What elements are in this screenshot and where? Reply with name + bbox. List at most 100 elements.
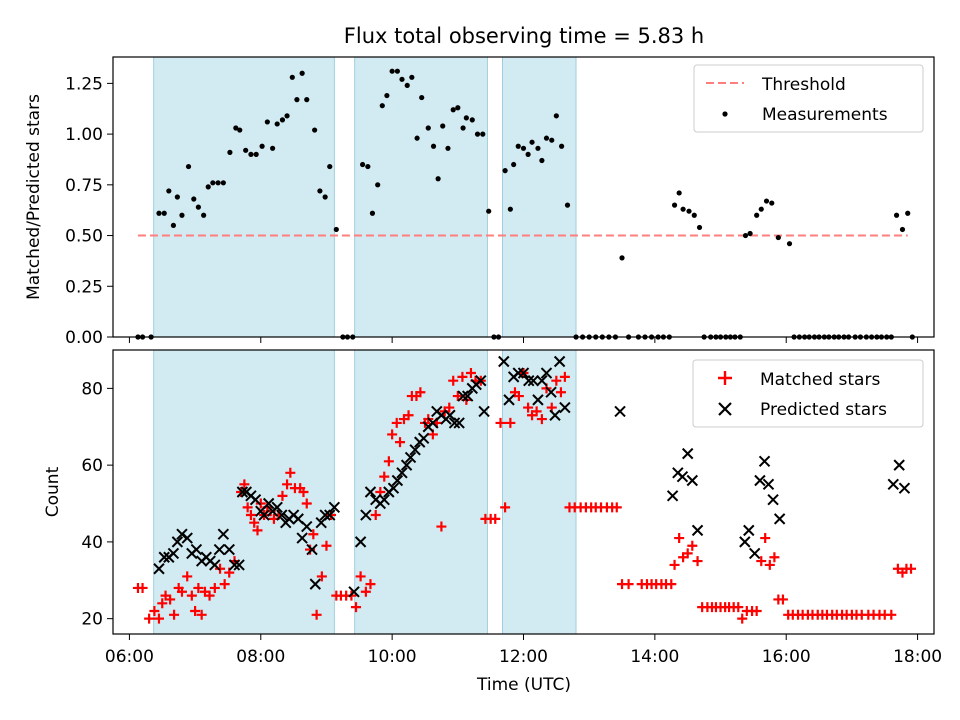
measurement-point (215, 180, 221, 186)
predicted-star-point (762, 478, 775, 491)
predicted-star-point (258, 509, 270, 521)
measurement-point (365, 163, 371, 170)
predicted-star-point (296, 532, 308, 544)
top-legend-box (693, 64, 924, 133)
matched-star-point (370, 510, 381, 521)
matched-star-point (298, 487, 309, 497)
predicted-star-point (396, 467, 408, 479)
measurement-point (233, 125, 239, 131)
measurement-point (201, 212, 207, 218)
legend-measurements-label: Measurements (762, 105, 888, 125)
measurement-point (435, 176, 441, 182)
predicted-star-point (743, 524, 755, 537)
matched-star-point (196, 609, 207, 620)
matched-star-point (242, 502, 253, 513)
matched-star-point (674, 533, 685, 544)
matched-star-point (682, 548, 693, 559)
predicted-star-point (354, 536, 367, 548)
matched-star-point (737, 613, 748, 624)
matched-star-point (760, 533, 771, 544)
predicted-star-point (681, 447, 694, 460)
matched-star-point (144, 613, 155, 624)
ratio-panel: 0.00 0.25 0.50 0.75 1.00 1.25 Matched/Predict… (24, 56, 935, 348)
y-tick-label: 60 (81, 456, 103, 476)
measurement-point (379, 103, 385, 109)
measurement-point (170, 222, 177, 229)
matched-star-point (457, 371, 468, 382)
predicted-star-point (153, 563, 165, 575)
matched-star-point (282, 479, 293, 490)
predicted-star-point (545, 386, 557, 398)
predicted-star-point (461, 390, 474, 402)
matched-star-point (733, 602, 744, 613)
predicted-star-point (536, 374, 548, 387)
measurement-point (359, 161, 366, 168)
legend-matched-label: Matched stars (760, 370, 880, 390)
measurement-point (535, 145, 541, 151)
predicted-star-point (404, 451, 417, 464)
measurement-point (227, 149, 233, 155)
predicted-star-point (306, 543, 318, 556)
measurement-point (166, 188, 172, 194)
matched-star-point (555, 387, 566, 398)
measurement-point (430, 143, 437, 149)
matched-star-point (387, 429, 398, 440)
matched-star-point (355, 571, 366, 582)
measurement-point (317, 188, 323, 194)
matched-star-point (311, 609, 322, 620)
bottom-y-axis-label: Count (43, 466, 63, 517)
predicted-star-point (527, 374, 540, 387)
matched-star-point (308, 529, 319, 540)
predicted-star-point (444, 409, 456, 421)
predicted-star-point (503, 394, 515, 406)
matched-star-point (536, 414, 547, 425)
predicted-star-point (360, 509, 372, 521)
predicted-star-point (236, 486, 249, 498)
bottom-x-ticks: 06:00 08:00 10:00 12:00 14:00 16:00 18:00 (105, 634, 942, 667)
x-tick-label: 10:00 (368, 647, 417, 667)
matched-star-point (448, 375, 459, 386)
matched-star-point (490, 513, 501, 524)
y-tick-label: 1.00 (65, 125, 103, 145)
measurement-point (394, 68, 400, 74)
y-tick-label: 20 (81, 610, 103, 630)
matched-star-point (169, 609, 180, 620)
measurement-point (515, 143, 521, 149)
x-tick-label: 08:00 (236, 647, 285, 667)
measurement-point (220, 180, 226, 186)
predicted-star-point (262, 497, 275, 510)
matched-star-point (301, 498, 312, 509)
matched-star-point (465, 368, 476, 379)
y-tick-label: 0.75 (65, 176, 103, 196)
matched-star-point (415, 387, 426, 398)
matched-star-point (186, 590, 197, 601)
measurement-point (185, 163, 192, 170)
measurement-point (758, 206, 764, 212)
measurement-point (440, 123, 446, 129)
matched-star-point (391, 417, 402, 428)
measurement-point (253, 151, 259, 157)
matched-star-point (215, 563, 226, 574)
matched-star-point (149, 605, 160, 616)
legend-threshold-label: Threshold (761, 75, 846, 95)
predicted-star-point (249, 493, 262, 506)
measurement-point (384, 92, 390, 99)
bottom-legend-box (692, 359, 924, 428)
top-y-axis-label: Matched/Predicted stars (24, 94, 44, 300)
measurement-points (135, 68, 915, 340)
matched-star-point (886, 609, 897, 620)
matched-star-point (252, 525, 263, 536)
measurement-point (274, 121, 280, 127)
matched-star-point (769, 552, 780, 563)
top-y-ticks: 0.00 0.25 0.50 0.75 1.00 1.25 (65, 74, 113, 348)
predicted-star-point (328, 501, 341, 514)
matched-star-point (219, 579, 230, 590)
measurement-point (191, 196, 197, 202)
matched-star-point (513, 391, 524, 402)
measurement-point (259, 143, 265, 149)
matched-star-point (351, 602, 362, 613)
predicted-points (153, 355, 911, 598)
predicted-star-point (691, 524, 704, 537)
legend-matched-swatch (718, 371, 732, 385)
matched-star-point (383, 456, 394, 467)
